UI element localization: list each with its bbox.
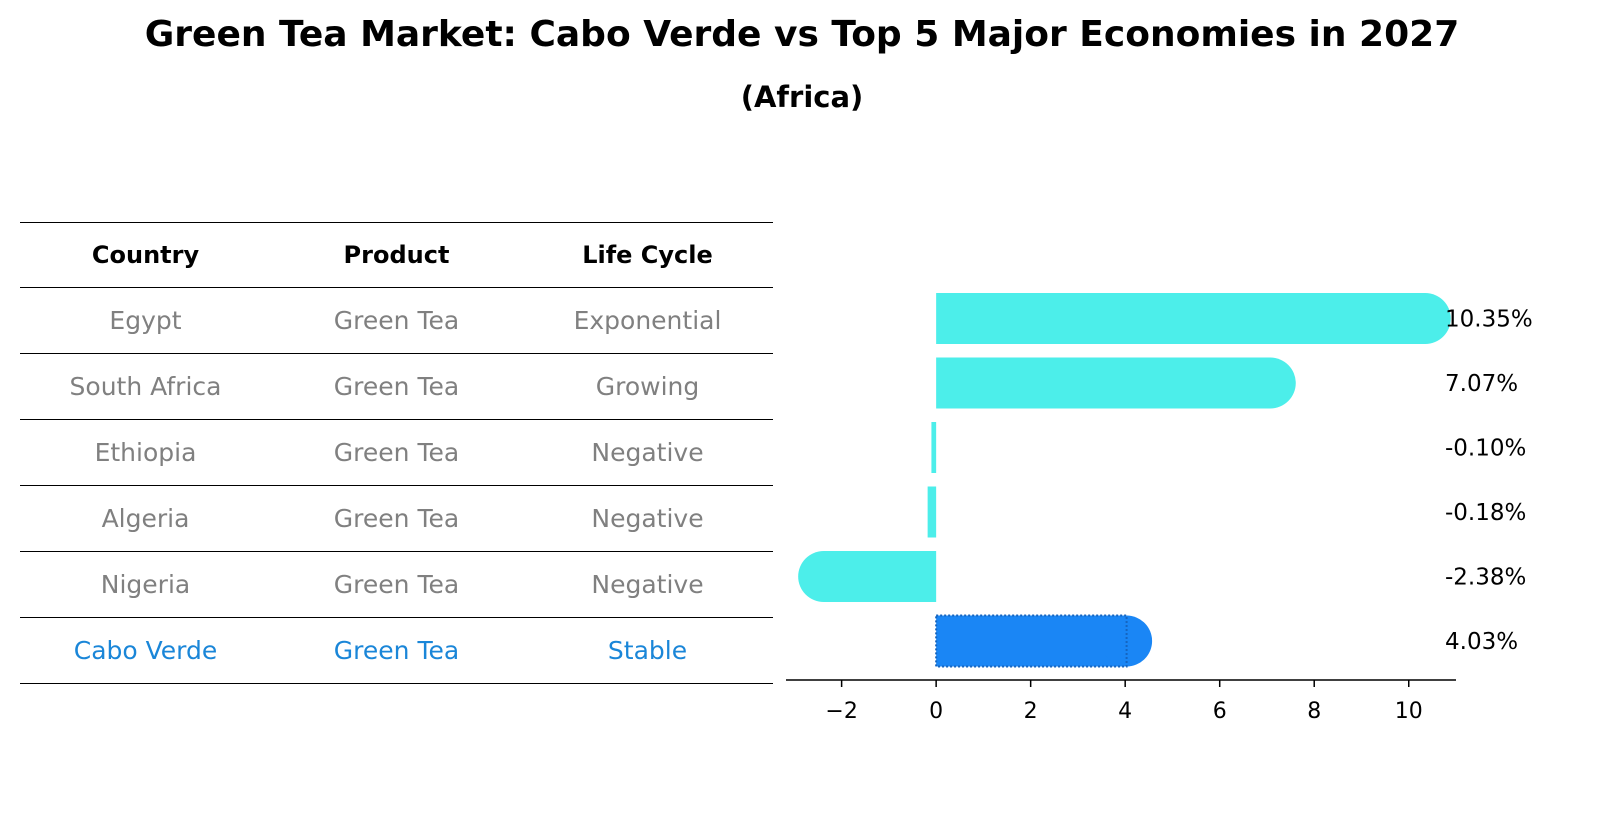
life-cycle-cell: Negative [591, 504, 704, 533]
value-label-nigeria: -2.38% [1445, 565, 1526, 591]
table-row: South Africa Green Tea Growing [20, 354, 773, 420]
growth-bar-chart: 10.35% 7.07% -0.10% -0.18% -2.38% 4.03% −2 0 2 4 6… [786, 293, 1533, 724]
product-cell: Green Tea [333, 306, 460, 335]
table-header-row: Country Product Life Cycle [20, 222, 773, 288]
bar-cabo-verde [936, 615, 1127, 667]
table-row: Nigeria Green Tea Negative [20, 552, 773, 618]
life-cycle-cell: Growing [595, 372, 700, 401]
x-tick-label: 6 [1213, 699, 1227, 724]
bar-cap-cabo-verde [1101, 615, 1153, 667]
product-cell: Green Tea [333, 372, 460, 401]
market-table: Country Product Life Cycle Egypt Green T… [20, 222, 773, 684]
country-cell: Cabo Verde [73, 636, 218, 665]
table-row: Egypt Green Tea Exponential [20, 288, 773, 354]
life-cycle-cell: Stable [607, 636, 688, 665]
bar-south-africa [936, 357, 1271, 409]
header-life-cycle: Life Cycle [582, 241, 713, 269]
value-label-south-africa: 7.07% [1445, 371, 1518, 397]
header-product: Product [343, 241, 450, 269]
life-cycle-cell: Exponential [573, 306, 722, 335]
product-cell: Green Tea [333, 504, 460, 533]
table-row: Ethiopia Green Tea Negative [20, 420, 773, 486]
country-cell: Nigeria [100, 570, 191, 599]
bar-algeria [927, 486, 937, 538]
x-tick-label: −2 [825, 699, 857, 724]
value-label-algeria: -0.18% [1445, 500, 1526, 526]
x-tick-label: 0 [929, 699, 943, 724]
country-cell: South Africa [69, 372, 222, 401]
value-label-cabo-verde: 4.03% [1445, 629, 1518, 655]
x-tick-label: 10 [1395, 699, 1423, 724]
bar-cap-egypt [1399, 293, 1451, 344]
product-cell: Green Tea [333, 438, 460, 467]
country-cell: Egypt [109, 306, 182, 335]
chart-title: Green Tea Market: Cabo Verde vs Top 5 Ma… [144, 14, 1460, 55]
value-label-ethiopia: -0.10% [1445, 436, 1526, 462]
x-tick-label: 2 [1024, 699, 1038, 724]
x-tick-label: 4 [1118, 699, 1132, 724]
country-cell: Algeria [101, 504, 190, 533]
country-cell: Ethiopia [94, 438, 197, 467]
table-row: Algeria Green Tea Negative [20, 486, 773, 552]
bar-ethiopia [931, 422, 937, 473]
life-cycle-cell: Negative [591, 438, 704, 467]
bar-outline-cabo-verde [935, 614, 1128, 668]
table-row-highlighted: Cabo Verde Green Tea Stable [20, 618, 773, 684]
chart-subtitle: (Africa) [740, 80, 864, 114]
bar-egypt [936, 293, 1426, 344]
life-cycle-cell: Negative [591, 570, 704, 599]
header-country: Country [91, 241, 200, 269]
value-label-egypt: 10.35% [1445, 307, 1533, 333]
product-cell: Green Tea [333, 636, 460, 665]
bar-cap-south-africa [1244, 357, 1296, 409]
product-cell: Green Tea [333, 570, 460, 599]
bar-cap-nigeria [798, 551, 850, 602]
x-tick-label: 8 [1307, 699, 1321, 724]
